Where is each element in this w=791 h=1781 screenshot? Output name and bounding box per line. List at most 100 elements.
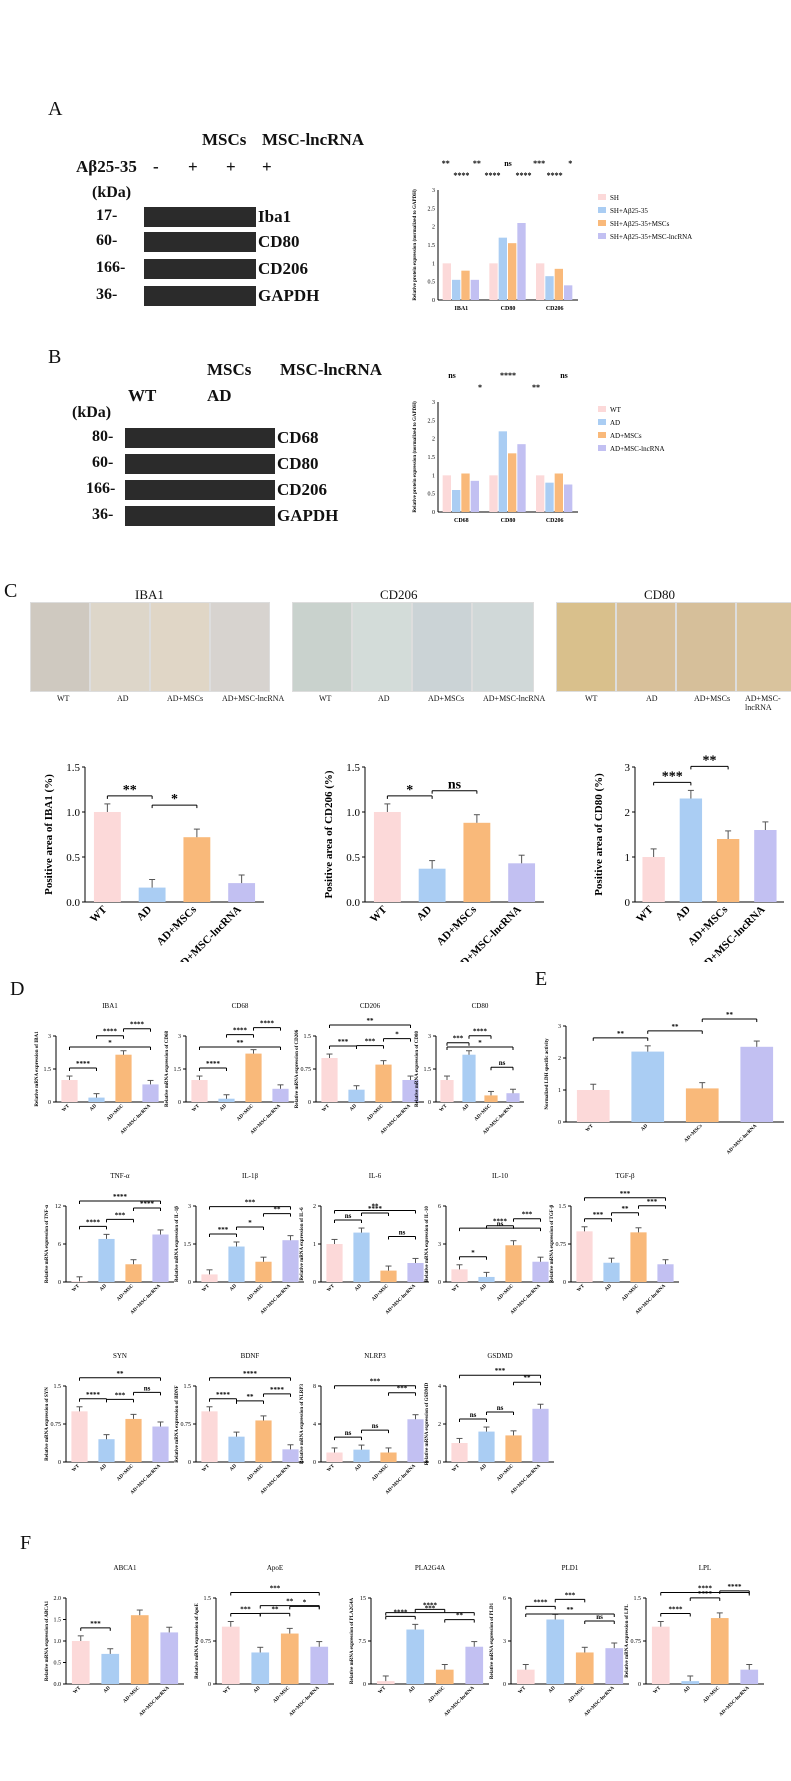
x-tick-label: WT <box>73 1685 83 1695</box>
x-tick-label: CD80 <box>501 518 516 524</box>
y-tick-label: 6 <box>503 1596 506 1602</box>
x-tick-label: AD <box>253 1686 262 1695</box>
bar <box>498 237 507 300</box>
sig-label: ns <box>504 159 512 168</box>
x-tick-label: AD+MSC-lncRNA <box>289 1686 321 1718</box>
y-tick-label: 1.5 <box>634 1596 642 1602</box>
x-tick-label: AD+MSCs <box>435 903 480 948</box>
x-tick-label: CD206 <box>546 518 564 524</box>
y-tick-label: 2.5 <box>428 418 436 424</box>
x-tick-label: AD+MSC <box>236 1104 255 1123</box>
y-tick-label: 0 <box>188 1280 191 1286</box>
x-tick-label: WT <box>634 903 656 925</box>
sig-label: *** <box>240 1606 251 1614</box>
sig-label: * <box>478 1039 482 1047</box>
bar <box>418 868 446 902</box>
blot-a-band-2 <box>144 259 256 279</box>
chart-d-il10: IL-10 0 3 6 Relative mRNA expression of IL-1… <box>425 1172 554 1316</box>
x-tick-label: AD <box>462 1104 471 1113</box>
chart-title: CD80 <box>472 1002 489 1010</box>
bar <box>685 1088 719 1122</box>
x-tick-label: AD+MSC <box>496 1464 515 1483</box>
blot-a-mw-0: 17- <box>96 207 118 224</box>
blot-a-band-1 <box>144 232 256 252</box>
chart-f-abca1: ABCA1 0.0 0.5 1.0 1.5 2.0 Relative mRNA expres… <box>45 1564 184 1718</box>
y-tick-label: 12 <box>55 1204 61 1210</box>
blot-a-mw-2: 166- <box>96 259 126 276</box>
blot-a-mw-3: 36- <box>96 286 118 303</box>
sig-label: **** <box>103 1028 118 1036</box>
bar <box>442 263 451 300</box>
bar <box>142 1084 159 1102</box>
blot-a-band-0 <box>144 207 256 227</box>
blot-b-group-wt: WT <box>128 386 157 405</box>
sig-label: *** <box>338 1038 349 1046</box>
y-tick-label: 1.5 <box>428 243 436 249</box>
bar <box>508 453 517 512</box>
bar <box>681 1681 700 1684</box>
chart-d-nlrp3: NLRP3 0 4 8 Relative mRNA expression of NLRP… <box>300 1352 429 1496</box>
bar <box>152 1234 169 1282</box>
x-tick-label: WT <box>576 1283 586 1293</box>
x-tick-label: WT <box>378 1685 388 1695</box>
legend-label: WT <box>610 406 622 414</box>
y-tick-label: 8 <box>313 1384 316 1390</box>
sig-label: **** <box>243 1370 258 1378</box>
x-tick-label: WT <box>201 1283 211 1293</box>
x-tick-label: WT <box>321 1103 331 1113</box>
legend-label: SH+Aβ25-35 <box>610 207 648 215</box>
bar <box>532 1261 549 1282</box>
legend-label: SH+Aβ25-35+MSC-lncRNA <box>610 233 692 241</box>
x-tick-label: AD+MSC-lncRNA <box>635 1284 667 1316</box>
blot-a-cond-1: + <box>188 157 198 176</box>
bar <box>545 276 554 300</box>
x-tick-label: AD+MSC-lncRNA <box>130 1464 162 1496</box>
bar <box>470 480 479 512</box>
y-tick-label: 1.5 <box>184 1242 192 1248</box>
bar <box>564 484 573 512</box>
bar <box>505 1245 522 1282</box>
chart-d-tnf: TNF-α 0 6 12 Relative mRNA expression of TNF… <box>45 1172 174 1316</box>
bar <box>101 1653 120 1684</box>
sig-label: * <box>108 1039 112 1047</box>
y-tick-label: 1.5 <box>428 455 436 461</box>
bar <box>605 1648 624 1684</box>
blot-a-label-3: GAPDH <box>258 286 320 305</box>
blot-b-header-lncrna: MSC-lncRNA <box>280 360 382 379</box>
y-tick-label: 1.5 <box>184 1384 192 1390</box>
bar <box>130 1615 149 1684</box>
y-tick-label: 3 <box>432 400 435 406</box>
bar <box>451 1443 468 1462</box>
x-tick-label: AD+MSC <box>246 1464 265 1483</box>
bar <box>442 475 451 512</box>
bar <box>545 482 554 512</box>
y-tick-label: 0.5 <box>428 280 436 286</box>
y-tick-label: 3 <box>48 1034 51 1040</box>
sig-label: ns <box>345 1212 352 1220</box>
y-tick-label: 0 <box>432 510 435 516</box>
bar <box>461 473 470 512</box>
micro-cell <box>90 602 150 692</box>
bar <box>326 1244 343 1282</box>
y-tick-label: 1.0 <box>346 807 360 819</box>
y-axis-label: Relative protein expression (normalized … <box>413 189 418 301</box>
x-tick-label: CD206 <box>546 306 564 312</box>
y-tick-label: 3 <box>188 1204 191 1210</box>
sig-label: *** <box>245 1199 256 1207</box>
x-tick-label: AD <box>349 1104 358 1113</box>
chart-b-western-quant: 0 0.5 1 1.5 2 2.5 3 Relative protein expression… <box>413 371 665 524</box>
y-tick-label: 2 <box>432 225 435 231</box>
y-tick-label: 0.0 <box>346 897 360 909</box>
y-tick-label: 0.5 <box>54 1661 62 1667</box>
legend-label: SH <box>610 194 619 202</box>
chart-title: GSDMD <box>487 1352 512 1360</box>
y-tick-label: 1.5 <box>424 1067 432 1073</box>
bar <box>310 1646 329 1684</box>
blot-a-cond-0: - <box>153 157 159 176</box>
y-axis-label: Relative mRNA expression of IL-1β <box>175 1206 180 1282</box>
y-tick-label: 1.5 <box>346 762 360 774</box>
bar <box>516 1669 535 1684</box>
x-tick-label: WT <box>191 1103 201 1113</box>
sig-label: ** <box>726 1011 734 1019</box>
sig-label: **** <box>113 1193 128 1201</box>
